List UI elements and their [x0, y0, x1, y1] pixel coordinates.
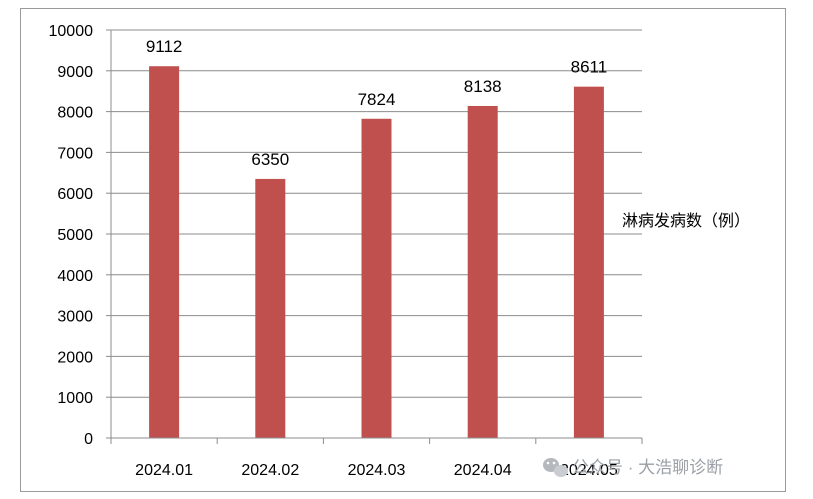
- x-tick-label: 2024.05: [560, 462, 618, 479]
- y-tick-label: 8000: [57, 105, 93, 122]
- x-tick-label: 2024.02: [241, 462, 299, 479]
- y-tick-label: 5000: [57, 227, 93, 244]
- watermark-text: 公众号 · 大浩聊诊断: [572, 458, 723, 477]
- x-tick-label: 2024.01: [135, 462, 193, 479]
- y-tick-label: 6000: [57, 186, 93, 203]
- x-axis-ticks: 2024.01 2024.02 2024.03 2024.04 2024.05: [110, 438, 643, 479]
- bar-2024.05: [573, 86, 604, 438]
- x-tick-label: 2024.04: [454, 462, 512, 479]
- bar-2024.02: [255, 178, 286, 439]
- y-tick-label: 4000: [57, 268, 93, 285]
- x-tick-label: 2024.03: [348, 462, 406, 479]
- y-tick-label: 9000: [57, 64, 93, 81]
- y-tick-label: 10000: [49, 23, 94, 40]
- y-axis-ticks: 0 1000 2000 3000 4000 5000 6000 7000 8000 9000 100…: [49, 23, 111, 448]
- data-label: 6350: [251, 150, 289, 169]
- data-label: 7824: [358, 90, 396, 109]
- y-tick-label: 1000: [57, 390, 93, 407]
- wechat-icon: [543, 458, 568, 477]
- watermark: 公众号 · 大浩聊诊断: [543, 458, 723, 477]
- y-tick-label: 7000: [57, 145, 93, 162]
- bar-2024.03: [361, 118, 392, 439]
- chart-frame: [20, 8, 786, 492]
- bar-2024.01: [149, 66, 180, 438]
- y-tick-label: 0: [84, 431, 93, 448]
- gridlines: [111, 29, 642, 398]
- data-label: 8138: [464, 77, 502, 96]
- data-label: 8611: [571, 58, 608, 77]
- y-tick-label: 3000: [57, 309, 93, 326]
- axes: [110, 30, 642, 439]
- data-label: 9112: [146, 37, 183, 56]
- bar-2024.04: [467, 105, 498, 438]
- data-labels: 9112 6350 7824 8138 8611: [146, 37, 607, 169]
- bars: [149, 66, 604, 439]
- y-tick-label: 2000: [57, 349, 93, 366]
- legend-series-name: 淋病发病数（例）: [622, 212, 750, 230]
